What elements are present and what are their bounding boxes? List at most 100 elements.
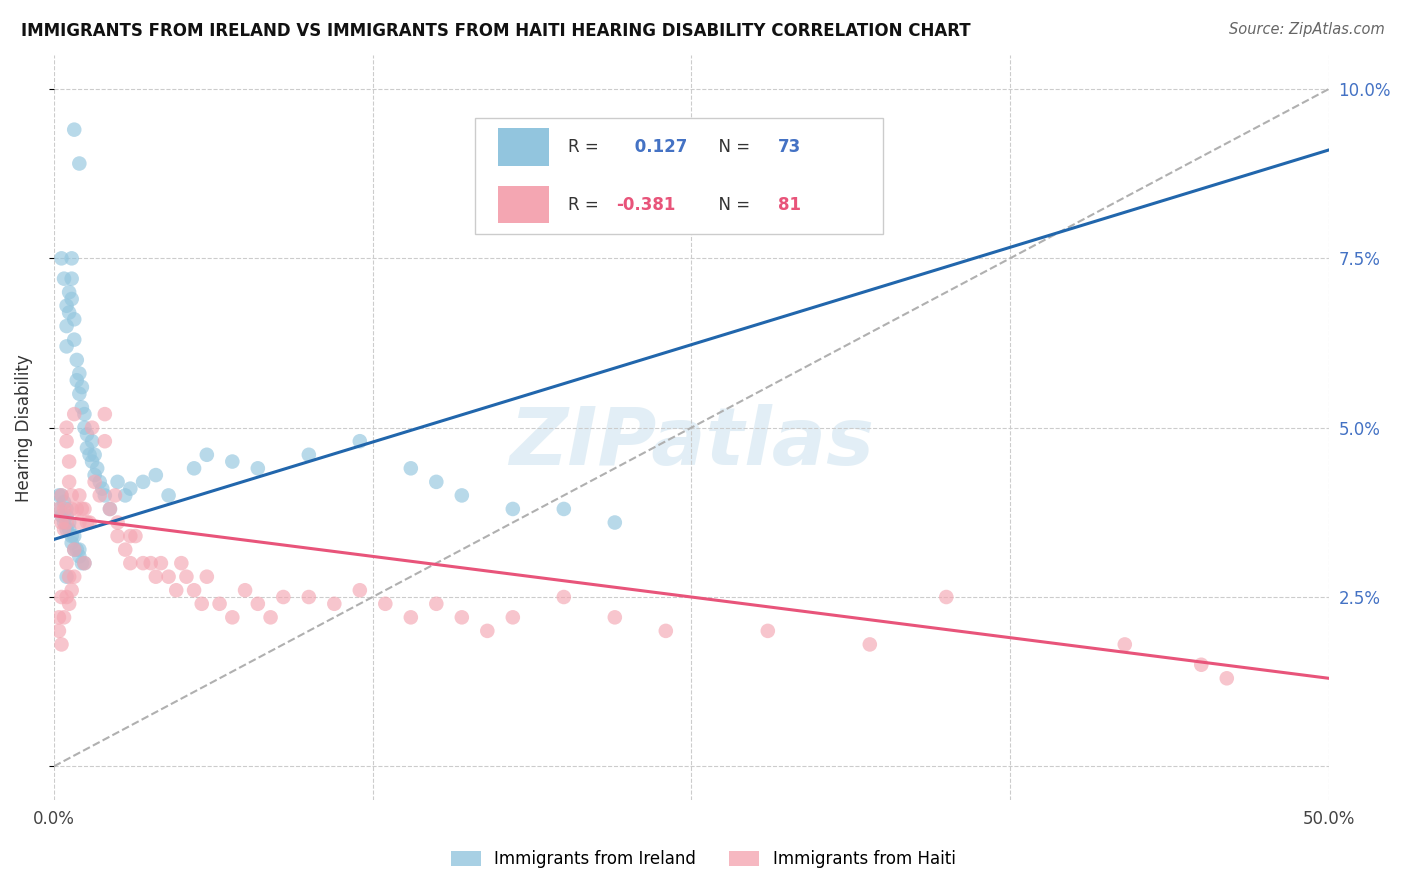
Point — [55, 522, 77, 536]
Point — [603, 610, 626, 624]
Point — [145, 468, 167, 483]
Point — [246, 461, 269, 475]
Point — [63, 333, 86, 347]
Point — [655, 624, 678, 638]
Point — [55, 502, 77, 516]
Point — [120, 529, 142, 543]
Point — [67, 386, 90, 401]
Point — [63, 542, 86, 557]
Point — [165, 583, 187, 598]
Point — [89, 475, 111, 489]
Point — [55, 299, 77, 313]
Point — [63, 570, 86, 584]
Point — [94, 407, 117, 421]
Point — [89, 488, 111, 502]
Point — [48, 488, 70, 502]
Point — [104, 488, 127, 502]
Point — [58, 597, 80, 611]
Point — [53, 522, 76, 536]
Point — [98, 502, 121, 516]
Point — [55, 420, 77, 434]
Point — [553, 502, 575, 516]
Point — [83, 468, 105, 483]
Text: 73: 73 — [778, 138, 801, 156]
Point — [935, 590, 957, 604]
Point — [132, 475, 155, 489]
FancyBboxPatch shape — [498, 186, 548, 224]
Point — [157, 488, 180, 502]
Point — [76, 441, 98, 455]
Point — [183, 461, 205, 475]
Point — [221, 454, 243, 468]
Point — [477, 624, 499, 638]
Point — [60, 529, 83, 543]
Text: Source: ZipAtlas.com: Source: ZipAtlas.com — [1229, 22, 1385, 37]
Point — [80, 454, 103, 468]
Point — [76, 427, 98, 442]
Point — [190, 597, 212, 611]
Point — [246, 597, 269, 611]
Legend: Immigrants from Ireland, Immigrants from Haiti: Immigrants from Ireland, Immigrants from… — [444, 844, 962, 875]
Point — [55, 556, 77, 570]
Text: -0.381: -0.381 — [616, 196, 675, 214]
Point — [183, 583, 205, 598]
Point — [70, 380, 93, 394]
Point — [76, 516, 98, 530]
Point — [298, 448, 321, 462]
Point — [73, 502, 96, 516]
Point — [51, 516, 73, 530]
Point — [1189, 657, 1212, 672]
Point — [859, 637, 882, 651]
Point — [66, 373, 89, 387]
Text: ZIPatlas: ZIPatlas — [509, 403, 873, 482]
Point — [58, 285, 80, 300]
Point — [1216, 671, 1239, 685]
Point — [273, 590, 295, 604]
Point — [63, 529, 86, 543]
Point — [55, 339, 77, 353]
Point — [73, 556, 96, 570]
Point — [51, 488, 73, 502]
Point — [48, 502, 70, 516]
Point — [60, 488, 83, 502]
Point — [58, 475, 80, 489]
Point — [79, 516, 101, 530]
Point — [120, 482, 142, 496]
Point — [70, 556, 93, 570]
Point — [132, 556, 155, 570]
Point — [399, 610, 422, 624]
Point — [73, 556, 96, 570]
Point — [53, 495, 76, 509]
Point — [53, 516, 76, 530]
Point — [450, 610, 472, 624]
Point — [1114, 637, 1136, 651]
Point — [58, 522, 80, 536]
Point — [374, 597, 396, 611]
FancyBboxPatch shape — [498, 128, 548, 166]
Point — [67, 542, 90, 557]
FancyBboxPatch shape — [475, 119, 883, 234]
Point — [502, 610, 524, 624]
Point — [60, 271, 83, 285]
Point — [114, 488, 136, 502]
Point — [60, 502, 83, 516]
Point — [53, 610, 76, 624]
Point — [603, 516, 626, 530]
Point — [51, 590, 73, 604]
Point — [67, 156, 90, 170]
Point — [63, 312, 86, 326]
Point — [55, 319, 77, 334]
Point — [60, 252, 83, 266]
Point — [58, 516, 80, 530]
Point — [80, 420, 103, 434]
Point — [170, 556, 193, 570]
Point — [157, 570, 180, 584]
Point — [80, 434, 103, 449]
Point — [502, 502, 524, 516]
Point — [91, 482, 114, 496]
Text: R =: R = — [568, 196, 603, 214]
Point — [58, 305, 80, 319]
Point — [83, 475, 105, 489]
Point — [66, 502, 89, 516]
Point — [70, 502, 93, 516]
